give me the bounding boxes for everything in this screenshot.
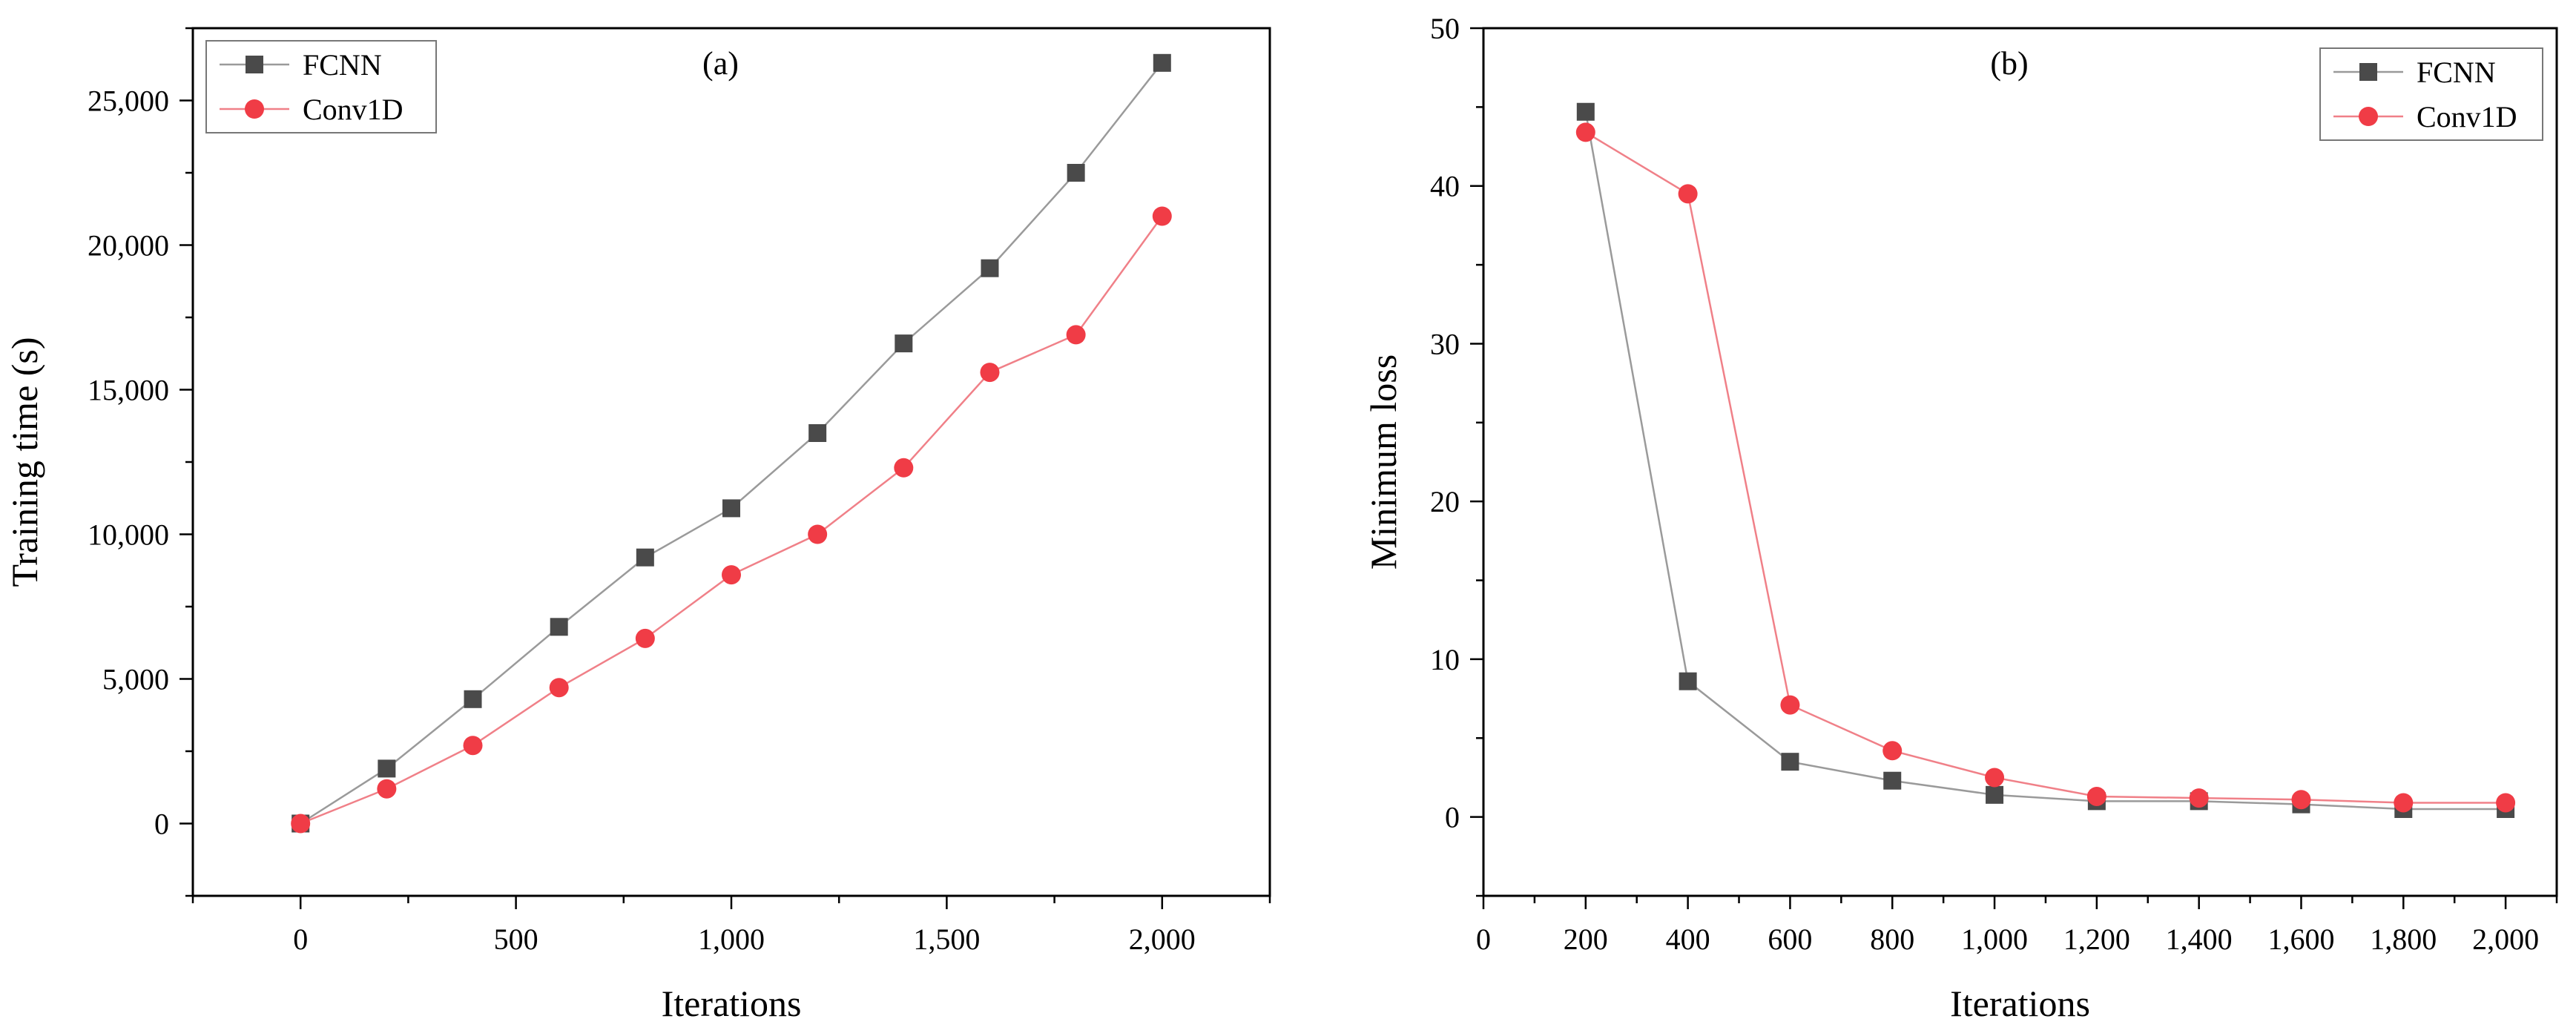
chart-a-conv1d-point [1066, 325, 1086, 345]
chart-b-y-tick-label: 10 [1430, 643, 1460, 676]
chart-b-fcnn-point [1679, 672, 1697, 690]
chart-b-x-axis-title: Iterations [1950, 983, 2090, 1024]
chart-a-legend-conv1d-label: Conv1D [303, 93, 403, 126]
chart-b-x-tick-label: 800 [1870, 923, 1914, 956]
chart-b-fcnn-point [1986, 785, 2004, 804]
chart-a-conv1d-point [722, 565, 741, 585]
chart-b-x-tick-label: 1,400 [2166, 923, 2233, 956]
chart-a-legend-box [205, 40, 437, 133]
chart-a-x-tick-label: 1,000 [698, 923, 765, 956]
chart-a-legend-fcnn-label: FCNN [303, 48, 382, 82]
chart-b-conv1d-point [2086, 786, 2106, 806]
chart-a-conv1d-point [463, 736, 483, 756]
chart-a-training-time: 0 500 1,000 1,500 2,000 0 5,000 10,000 15,000 20,… [4, 27, 1271, 1024]
chart-b-x-tick-label: 400 [1666, 923, 1710, 956]
chart-b-y-tick-label: 40 [1430, 170, 1460, 203]
chart-b-y-tick-label: 0 [1445, 801, 1460, 834]
chart-b-x-tick-label: 600 [1768, 923, 1812, 956]
chart-b-legend-fcnn-label: FCNN [2417, 56, 2496, 89]
chart-b-y-tick-label: 50 [1430, 12, 1460, 45]
chart-a-conv1d-point [377, 779, 397, 799]
chart-b-legend-box [2319, 47, 2543, 141]
chart-b-panel-label: (b) [1990, 45, 2028, 82]
chart-b-legend: FCNN Conv1D [2319, 47, 2543, 141]
chart-b-x-tick-label: 1,000 [1961, 923, 2028, 956]
chart-a-conv1d-point [1152, 206, 1172, 226]
chart-b-conv1d-point [1575, 122, 1595, 142]
chart-a-conv1d-point [291, 814, 311, 834]
chart-a-y-tick-label: 20,000 [88, 229, 169, 263]
chart-a-conv1d-line [300, 215, 1163, 825]
chart-a-x-tick-label: 2,000 [1129, 923, 1196, 956]
chart-b-x-tick-label: 0 [1476, 923, 1491, 956]
chart-a-x-tick-label: 0 [293, 923, 308, 956]
chart-a-y-axis-title: Training time (s) [4, 337, 45, 587]
chart-a-fcnn-point [981, 259, 999, 277]
chart-a-conv1d-point [635, 628, 655, 648]
chart-b-y-tick-label: 20 [1430, 485, 1460, 518]
chart-a-y-tick-label: 25,000 [88, 85, 169, 118]
chart-b-conv1d-point [2394, 793, 2414, 813]
chart-b-y-axis-title: Minimum loss [1363, 354, 1404, 570]
chart-b-conv1d-line [1585, 131, 2506, 804]
chart-b-legend-fcnn-marker [2359, 63, 2377, 81]
chart-a-y-tick-label: 15,000 [88, 374, 169, 407]
chart-a-x-tick-label: 1,500 [913, 923, 980, 956]
chart-b-x-tick-label: 1,200 [2063, 923, 2130, 956]
chart-b-conv1d-point [2291, 790, 2311, 810]
chart-a-y-tick-label: 5,000 [102, 663, 169, 696]
chart-b-fcnn-point [1781, 753, 1799, 771]
chart-a-conv1d-point [549, 678, 569, 698]
chart-b-x-tick-label: 2,000 [2472, 923, 2539, 956]
chart-a-fcnn-point [1153, 53, 1171, 72]
chart-a-fcnn-point [464, 690, 482, 708]
chart-a-fcnn-point [550, 618, 568, 636]
chart-a-x-tick-label: 500 [494, 923, 538, 956]
chart-a-fcnn-point [808, 424, 827, 442]
chart-a-panel-label: (a) [702, 45, 739, 82]
chart-b-plot-frame [1482, 27, 2558, 897]
chart-a-legend-conv1d-marker [245, 99, 264, 119]
chart-b-fcnn-point [1883, 771, 1902, 790]
chart-b-x-tick-label: 1,800 [2370, 923, 2437, 956]
chart-a-legend-fcnn-marker [246, 56, 263, 73]
chart-b-conv1d-point [1780, 695, 1800, 715]
chart-a-x-axis-title: Iterations [662, 983, 802, 1024]
chart-b-y-tick-label: 30 [1430, 327, 1460, 360]
chart-a-fcnn-point [378, 759, 396, 778]
chart-a-y-tick-label: 0 [154, 808, 169, 841]
chart-b-conv1d-point [2189, 788, 2209, 808]
chart-a-conv1d-point [808, 524, 828, 544]
chart-a-fcnn-point [895, 334, 913, 353]
chart-a-plot-frame [191, 27, 1271, 897]
chart-b-x-tick-label: 1,600 [2267, 923, 2334, 956]
chart-b-minimum-loss: 0 200 400 600 800 1,000 1,200 1,400 1,600 1,800 2,… [1363, 12, 2558, 1024]
chart-b-conv1d-point [1882, 741, 1903, 761]
chart-b-conv1d-point [2496, 793, 2516, 813]
chart-a-conv1d-point [894, 458, 914, 478]
chart-b-legend-conv1d-label: Conv1D [2417, 100, 2517, 133]
chart-a-fcnn-line [300, 62, 1163, 825]
chart-a-fcnn-point [1067, 164, 1085, 182]
chart-a-legend: FCNN Conv1D [205, 40, 437, 133]
chart-b-fcnn-point [1576, 102, 1595, 121]
chart-a-y-tick-label: 10,000 [88, 518, 169, 552]
chart-b-legend-conv1d-marker [2359, 107, 2378, 126]
chart-b-x-tick-label: 200 [1564, 923, 1608, 956]
chart-a-conv1d-point [980, 363, 1000, 383]
chart-a-fcnn-point [722, 499, 740, 518]
chart-a-fcnn-point [636, 548, 654, 567]
chart-b-fcnn-line [1584, 111, 2506, 811]
chart-b-conv1d-point [1985, 768, 2005, 788]
chart-b-conv1d-point [1678, 184, 1698, 204]
